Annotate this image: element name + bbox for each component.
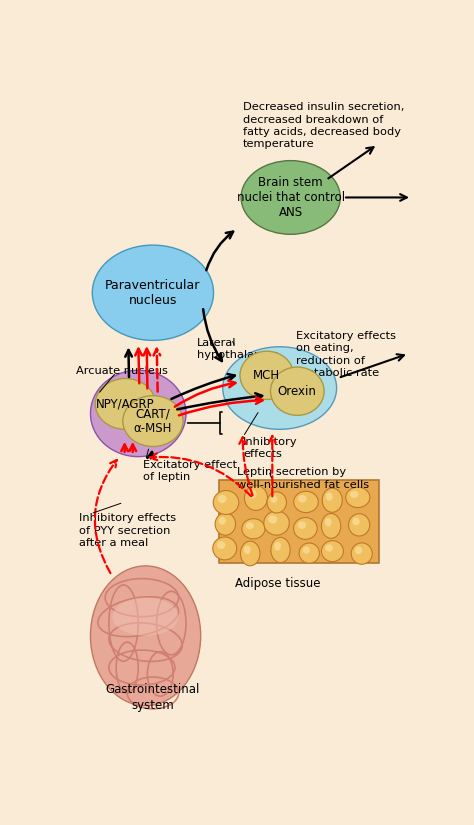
Ellipse shape (248, 490, 256, 498)
Ellipse shape (240, 541, 260, 566)
Ellipse shape (355, 547, 362, 554)
Ellipse shape (293, 517, 317, 540)
Ellipse shape (95, 379, 155, 429)
Text: Leptin secretion by
well-nourished fat cells: Leptin secretion by well-nourished fat c… (237, 468, 370, 490)
Text: NPY/AGRP: NPY/AGRP (96, 398, 155, 410)
Text: Excitatory effect
of leptin: Excitatory effect of leptin (143, 460, 237, 483)
Ellipse shape (245, 486, 267, 511)
Ellipse shape (241, 161, 340, 234)
Ellipse shape (240, 351, 293, 399)
Ellipse shape (348, 514, 370, 536)
Text: Adipose tissue: Adipose tissue (235, 577, 320, 590)
Ellipse shape (91, 566, 201, 705)
Text: Decreased insulin secretion,
decreased breakdown of
fatty acids, decreased body
: Decreased insulin secretion, decreased b… (243, 102, 404, 149)
Text: Paraventricular
nucleus: Paraventricular nucleus (105, 279, 201, 307)
Ellipse shape (213, 491, 239, 515)
Ellipse shape (112, 597, 179, 636)
Ellipse shape (321, 513, 341, 539)
Ellipse shape (91, 370, 186, 457)
Ellipse shape (213, 537, 237, 560)
Ellipse shape (223, 346, 337, 429)
Ellipse shape (298, 521, 306, 529)
Ellipse shape (267, 492, 286, 513)
Text: Arcuate nucleus: Arcuate nucleus (76, 365, 168, 376)
Text: Brain stem
nuclei that control
ANS: Brain stem nuclei that control ANS (237, 176, 345, 219)
Ellipse shape (325, 518, 332, 526)
Ellipse shape (352, 517, 360, 526)
Text: Gastrointestinal
system: Gastrointestinal system (106, 683, 200, 713)
Ellipse shape (350, 491, 358, 498)
Ellipse shape (244, 545, 251, 554)
Ellipse shape (271, 537, 290, 563)
Text: Inhibitory effects
of PYY secretion
after a meal: Inhibitory effects of PYY secretion afte… (80, 513, 177, 548)
Text: Orexin: Orexin (278, 384, 317, 398)
Ellipse shape (264, 511, 289, 535)
Ellipse shape (92, 245, 213, 341)
Ellipse shape (268, 515, 277, 524)
Ellipse shape (218, 495, 227, 503)
Text: Inhibitory
effects: Inhibitory effects (243, 437, 298, 460)
Ellipse shape (325, 544, 333, 552)
Ellipse shape (274, 542, 281, 550)
Ellipse shape (351, 543, 372, 564)
FancyBboxPatch shape (219, 480, 379, 563)
Ellipse shape (294, 491, 318, 512)
Ellipse shape (321, 540, 343, 562)
Ellipse shape (215, 513, 236, 535)
Ellipse shape (299, 543, 319, 563)
Text: CART/
α-MSH: CART/ α-MSH (134, 407, 172, 435)
Ellipse shape (219, 516, 226, 525)
Ellipse shape (271, 496, 277, 503)
Ellipse shape (217, 541, 225, 549)
Ellipse shape (123, 396, 183, 446)
Ellipse shape (326, 493, 333, 501)
Ellipse shape (303, 546, 310, 554)
Text: Excitatory effects
on eating,
reduction of
metabolic rate: Excitatory effects on eating, reduction … (296, 331, 396, 378)
Text: MCH: MCH (253, 369, 280, 382)
Ellipse shape (271, 367, 324, 415)
Ellipse shape (246, 522, 254, 530)
Ellipse shape (242, 519, 265, 539)
Ellipse shape (346, 488, 370, 507)
Text: Lateral
hypothalamus: Lateral hypothalamus (197, 338, 278, 361)
Ellipse shape (322, 488, 342, 512)
Ellipse shape (298, 495, 307, 502)
